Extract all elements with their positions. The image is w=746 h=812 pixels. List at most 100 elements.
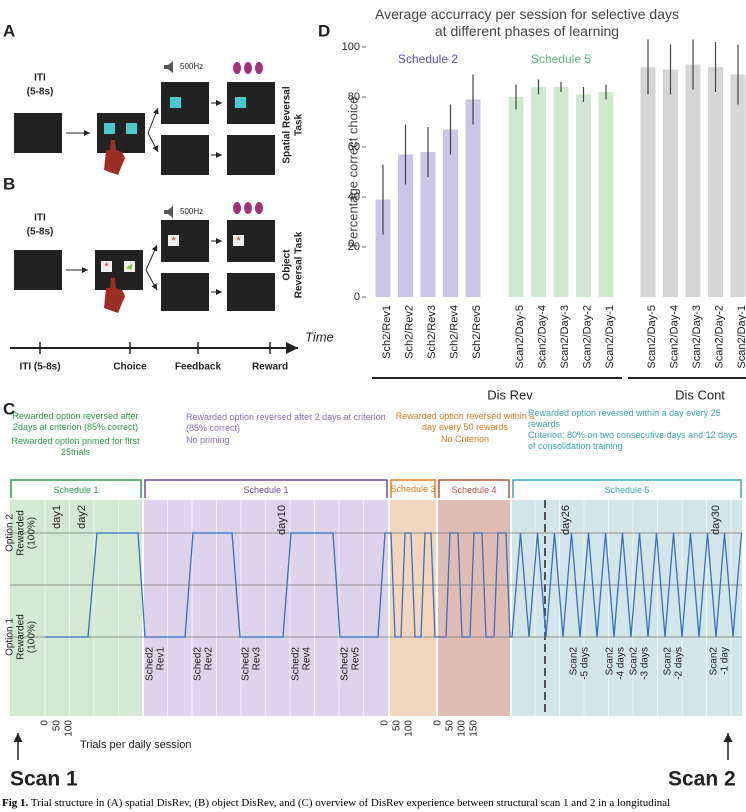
session-label: Sched2 — [291, 647, 302, 681]
bar — [663, 69, 678, 297]
bar — [708, 67, 723, 297]
caption-text: Trial structure in (A) spatial DisRev, (… — [30, 797, 671, 809]
x-tick-label: Scan2/Day-3 — [691, 305, 703, 369]
session-label: Sched2 — [241, 647, 252, 681]
schedule-label: Schedule 1 — [243, 485, 289, 495]
schedule-region — [10, 500, 142, 716]
option-label: Option 1 — [5, 618, 16, 656]
y-axis-title: Percentage correct choice — [345, 96, 360, 247]
option-label: Rewarded — [16, 510, 27, 556]
trial-tick-label: 150 — [469, 720, 480, 737]
schedule-note: Criterion: 80% on two consecutive days a… — [528, 430, 738, 451]
panel-label: A — [3, 21, 15, 40]
schedule-label: Schedule 3 — [390, 484, 436, 494]
option-label: Rewarded — [16, 614, 27, 660]
x-tick-label: Scan2/Day-2 — [713, 305, 725, 369]
y-tick-label: 80 — [348, 91, 360, 103]
schedule-region — [512, 500, 742, 716]
day-label: day2 — [76, 505, 88, 529]
x-tick-label: Scan2/Day-3 — [559, 305, 571, 369]
iti-label: ITI — [34, 213, 46, 224]
option-label: (100%) — [27, 621, 38, 653]
task-label: Object — [282, 249, 293, 281]
schedule-note: Rewarded option reversed within a day ev… — [395, 411, 535, 432]
session-label: Sched2 — [193, 647, 204, 681]
schedule-note: Rewarded option primed for first 25trial… — [11, 436, 140, 457]
x-tick-label: Sch2/Rev3 — [426, 305, 438, 359]
schedule-note: No Criterion — [440, 434, 489, 444]
schedule-note: Rewarded option reversed after 2 days at… — [186, 412, 386, 433]
trial-tick-label: 0 — [433, 720, 444, 726]
bar — [465, 99, 481, 297]
schedule-note: Rewarded option reversed within a day ev… — [528, 408, 721, 429]
session-label: Rev5 — [351, 647, 362, 671]
bar-chart: 0 20 40 60 80 100 Schedule 2 Sch2/Rev1 Sch2/Rev2… — [342, 39, 746, 402]
x-tick-label: Sch2/Rev1 — [381, 305, 393, 359]
time-step-label: ITI (5-8s) — [19, 362, 60, 373]
svg-text:*: * — [236, 235, 241, 247]
schedule-note: No priming — [186, 435, 230, 445]
bar — [531, 87, 546, 297]
chart-title: Average accurracy per session for select… — [375, 6, 679, 39]
schedule-label: Schedule 1 — [53, 485, 99, 495]
trial-tick-label: 100 — [404, 720, 415, 737]
session-label: Rev1 — [156, 647, 167, 671]
bar — [576, 94, 591, 297]
schedule-label: Schedule 4 — [451, 485, 497, 495]
day-label: day10 — [276, 505, 288, 535]
session-label: Scan2 — [709, 647, 720, 676]
bar — [398, 154, 413, 297]
task-label: Spatial Reversal — [282, 86, 293, 163]
iti-duration: (5-8s) — [27, 227, 54, 238]
time-step-label: Choice — [113, 362, 147, 373]
x-tick-label: Sch2/Rev4 — [448, 305, 460, 359]
scan-label: Scan 2 — [668, 768, 736, 791]
bar — [420, 152, 436, 297]
trial-diagram — [14, 61, 275, 175]
contingency-trace — [45, 532, 743, 638]
y-tick-label: 100 — [342, 41, 360, 53]
caption-label: Fig 1. — [2, 797, 29, 809]
x-tick-label: Scan2/Day-5 — [514, 305, 526, 369]
bar — [443, 129, 458, 297]
x-tick-label: Scan2/Day-4 — [668, 305, 680, 369]
session-label: Rev4 — [302, 647, 313, 671]
schedule-bracket — [512, 479, 742, 498]
trial-tick-label: 100 — [64, 720, 75, 737]
session-label: Scan2 — [605, 647, 616, 676]
schedule-note: Rewarded option reversed after 2days at … — [12, 411, 139, 432]
session-label: -3 days — [640, 647, 651, 680]
trial-tick-label: 50 — [52, 720, 63, 732]
panel-label: D — [318, 21, 330, 40]
tone-label: 500Hz — [180, 207, 203, 216]
x-tick-label: Scan2/Day-2 — [581, 305, 593, 369]
x-tick-label: Sch2/Rev5 — [471, 305, 483, 359]
y-tick-label: 0 — [354, 291, 360, 303]
bracket-label: Dis Cont — [675, 387, 725, 402]
option-label: (100%) — [27, 517, 38, 549]
bar — [640, 67, 656, 297]
schedule-bracket — [390, 479, 436, 498]
svg-text:*: * — [171, 235, 176, 247]
iti-label: ITI — [34, 73, 46, 84]
bar — [685, 64, 701, 297]
session-label: Sched2 — [340, 647, 351, 681]
bar — [598, 92, 614, 297]
y-tick-label: 40 — [348, 191, 360, 203]
trial-tick-label: 100 — [457, 720, 468, 737]
session-label: Scan2 — [629, 647, 640, 676]
time-axis-title: Time — [305, 329, 334, 344]
schedule-bracket — [10, 479, 142, 498]
trial-diagram: * * * — [14, 202, 275, 313]
group-label: Schedule 5 — [531, 52, 591, 66]
session-label: Scan2 — [569, 647, 580, 676]
time-step-label: Reward — [252, 362, 288, 373]
bar — [375, 199, 391, 297]
time-steps: ITI (5-8s) Choice Feedback Reward — [19, 342, 288, 373]
session-label: Scan2 — [663, 647, 674, 676]
time-step-label: Feedback — [175, 362, 222, 373]
bar — [508, 97, 524, 297]
x-tick-label: Scan2/Day-1 — [604, 305, 616, 369]
